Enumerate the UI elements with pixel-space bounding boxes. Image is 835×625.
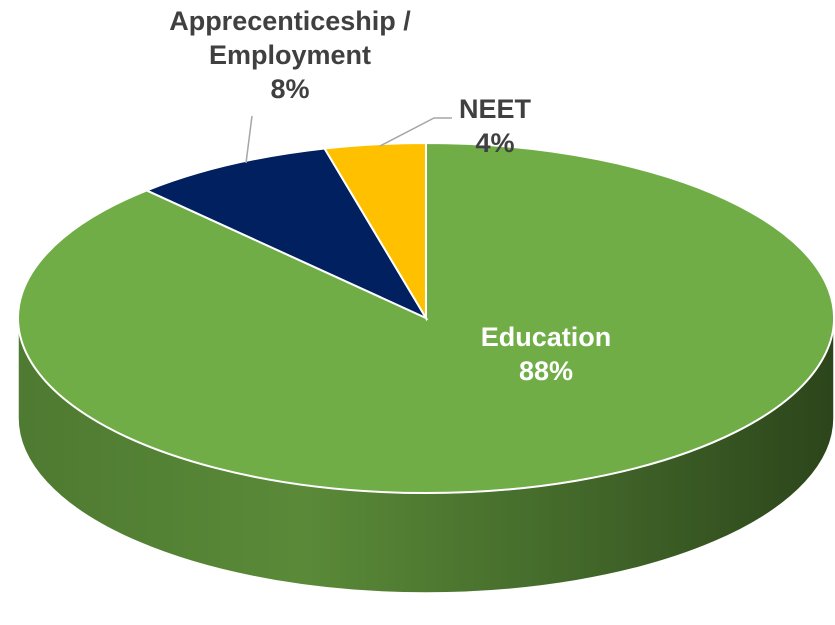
slice-label-neet: NEET 4% [440, 92, 550, 160]
slice-name-apprenticeship-line1: Apprecenticeship / [169, 6, 411, 36]
slice-name-neet: NEET [458, 94, 531, 124]
slice-value-education: 88% [518, 356, 574, 386]
pie-slice-apprecenticeship-employment [144, 147, 429, 321]
slice-label-education: Education 88% [456, 320, 636, 388]
slice-label-apprenticeship: Apprecenticeship / Employment 8% [140, 4, 440, 106]
slice-value-neet: 4% [475, 128, 515, 158]
slice-name-education: Education [480, 322, 612, 352]
leader-line-neet [379, 117, 452, 147]
slice-name-apprenticeship-line2: Employment [208, 40, 372, 70]
slice-value-apprenticeship: 8% [270, 74, 310, 104]
leader-line-apprenticeship [245, 115, 253, 164]
pie-slice-neet [322, 141, 427, 322]
